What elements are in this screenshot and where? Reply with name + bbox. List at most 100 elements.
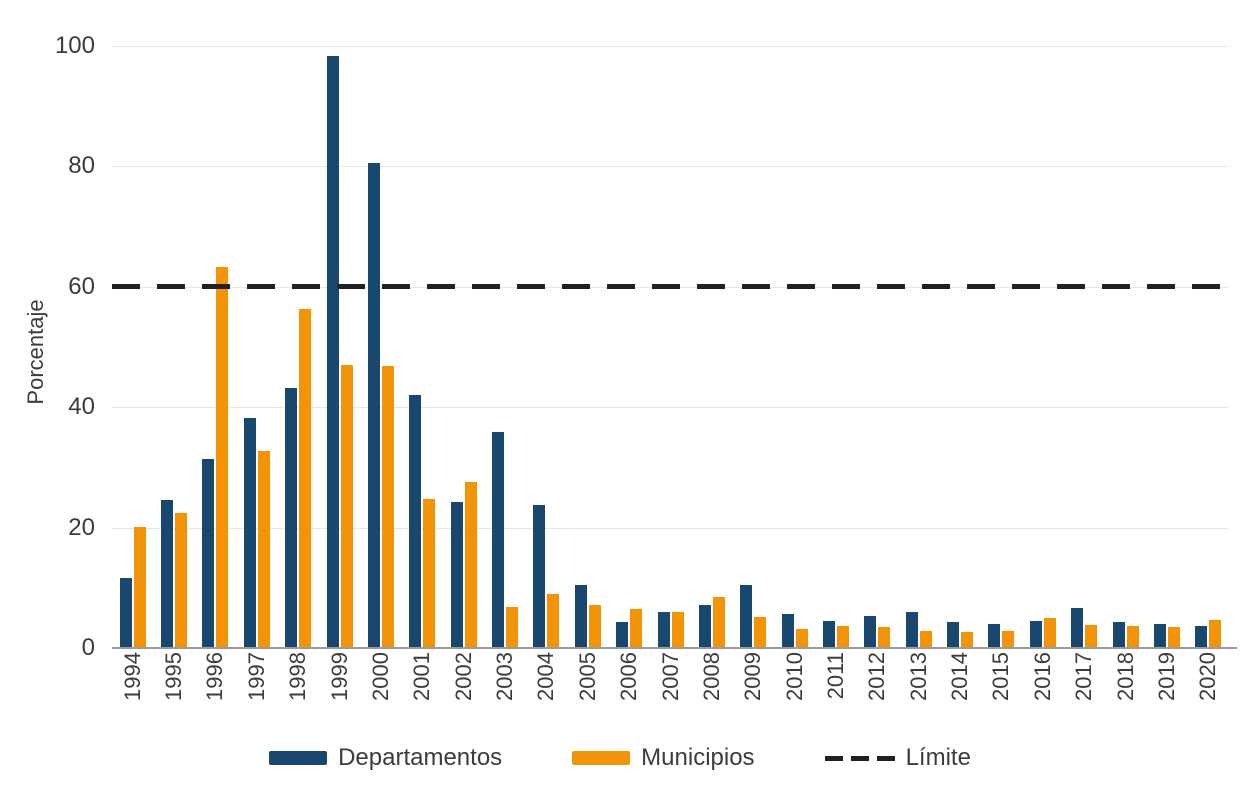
bar-municipios-1995 (175, 513, 188, 648)
bar-municipios-2006 (630, 609, 643, 648)
bar-departamentos-2016 (1029, 620, 1042, 648)
x-tick-label: 2005 (574, 652, 600, 701)
limite-dash-icon (824, 755, 895, 761)
x-tick-label: 2002 (450, 652, 476, 701)
bar-municipios-2016 (1043, 617, 1056, 648)
bar-municipios-1996 (216, 266, 229, 648)
x-tick-label: 2008 (698, 652, 724, 701)
bar-departamentos-2005 (574, 585, 587, 648)
bar-municipios-2014 (961, 631, 974, 648)
bar-departamentos-2008 (698, 604, 711, 648)
legend-item-municipios: Municipios (572, 744, 755, 772)
x-tick-label: 2014 (947, 652, 973, 701)
bar-municipios-2013 (919, 631, 932, 648)
chart-legend: Departamentos Municipios Límite (0, 744, 1240, 772)
gridline (112, 407, 1229, 409)
bar-municipios-2018 (1126, 625, 1139, 648)
x-tick-label: 2007 (657, 652, 683, 701)
y-tick-label: 100 (54, 32, 95, 59)
bar-departamentos-2018 (1112, 622, 1125, 648)
legend-label-departamentos: Departamentos (338, 744, 503, 771)
x-tick-label: 2001 (409, 652, 435, 701)
bar-departamentos-2001 (409, 395, 422, 648)
bar-departamentos-2006 (616, 622, 629, 648)
bar-departamentos-1995 (161, 499, 174, 648)
y-tick-label: 80 (68, 152, 95, 180)
bar-municipios-2020 (1209, 619, 1222, 648)
bar-municipios-2009 (754, 617, 767, 648)
bar-departamentos-2009 (740, 585, 753, 648)
x-tick-label: 2000 (367, 652, 393, 701)
bar-municipios-2010 (795, 628, 808, 648)
bar-municipios-2007 (671, 612, 684, 648)
x-axis-line (112, 647, 1237, 649)
bar-departamentos-1998 (285, 387, 298, 648)
bar-municipios-2001 (423, 498, 436, 648)
y-tick-label: 40 (68, 393, 95, 421)
x-tick-label: 2009 (740, 652, 766, 701)
legend-item-limite: Límite (824, 744, 971, 772)
legend-label-municipios: Municipios (641, 744, 755, 771)
bar-departamentos-2004 (533, 504, 546, 648)
bar-municipios-1994 (133, 526, 146, 648)
bar-departamentos-2020 (1195, 625, 1208, 648)
y-tick-label: 0 (81, 634, 95, 661)
x-tick-label: 2015 (988, 652, 1014, 701)
bar-departamentos-2011 (822, 620, 835, 648)
departamentos-swatch-icon (269, 751, 328, 765)
bar-municipios-2000 (381, 366, 394, 648)
bar-departamentos-1997 (243, 418, 256, 648)
legend-label-limite: Límite (905, 744, 971, 771)
x-tick-label: 2017 (1071, 652, 1097, 701)
x-tick-label: 2011 (822, 652, 848, 700)
limit-line (112, 284, 1229, 290)
bar-departamentos-2003 (492, 432, 505, 648)
x-tick-label: 1996 (202, 652, 228, 701)
x-tick-label: 2013 (905, 652, 931, 701)
gridline (112, 166, 1229, 168)
x-tick-label: 1997 (243, 652, 269, 701)
x-tick-label: 2004 (533, 652, 559, 701)
bar-municipios-2019 (1167, 626, 1180, 648)
x-tick-label: 2003 (492, 652, 518, 701)
y-tick-label: 20 (68, 513, 95, 541)
x-tick-label: 1999 (326, 652, 352, 701)
gridline (112, 527, 1229, 529)
bar-municipios-2017 (1085, 625, 1098, 648)
bar-municipios-2015 (1002, 631, 1015, 648)
bar-departamentos-2015 (988, 623, 1001, 648)
bar-municipios-1999 (340, 365, 353, 648)
bar-municipios-2011 (836, 625, 849, 648)
bar-departamentos-2014 (947, 622, 960, 648)
bar-municipios-2008 (712, 597, 725, 648)
bar-municipios-1998 (299, 309, 312, 648)
bar-departamentos-1994 (119, 577, 132, 648)
bar-municipios-2012 (878, 626, 891, 648)
x-tick-label: 2006 (616, 652, 642, 701)
x-tick-label: 2010 (781, 652, 807, 701)
bar-departamentos-2007 (657, 612, 670, 648)
bar-departamentos-2013 (905, 611, 918, 648)
bar-municipios-2004 (547, 594, 560, 648)
x-tick-label: 2016 (1029, 652, 1055, 701)
gridline (112, 46, 1229, 47)
x-tick-label: 2020 (1195, 652, 1221, 701)
bar-municipios-1997 (257, 450, 270, 648)
municipios-swatch-icon (572, 751, 631, 765)
bar-municipios-2003 (506, 607, 519, 648)
x-tick-label: 1994 (119, 652, 145, 701)
y-tick-label: 60 (68, 272, 95, 300)
bar-departamentos-2000 (367, 162, 380, 648)
bar-departamentos-2002 (450, 502, 463, 648)
x-tick-label: 2012 (864, 652, 890, 701)
bar-municipios-2005 (588, 604, 601, 648)
x-tick-label: 2019 (1153, 652, 1179, 701)
bar-departamentos-2012 (864, 616, 877, 648)
bar-departamentos-2010 (781, 614, 794, 648)
legend-item-departamentos: Departamentos (269, 744, 502, 772)
x-tick-label: 1995 (161, 652, 187, 701)
bar-departamentos-1996 (202, 458, 215, 648)
bar-municipios-2002 (464, 482, 477, 648)
x-tick-label: 2018 (1112, 652, 1138, 701)
